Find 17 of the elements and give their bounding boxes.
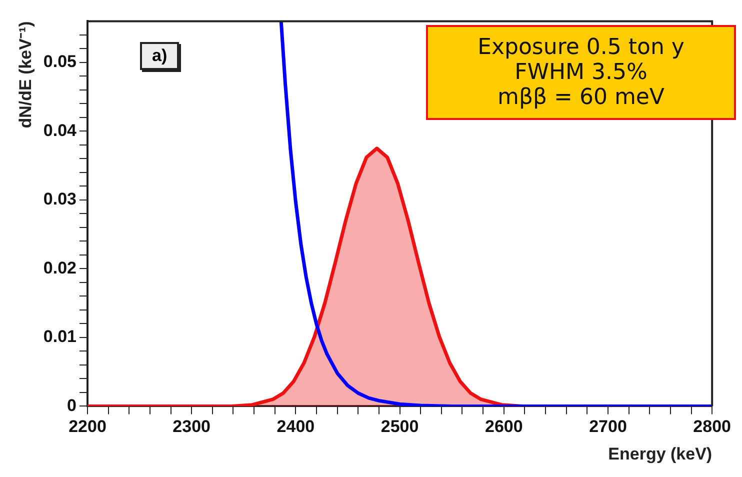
- x-tick-label: 2700: [589, 417, 627, 436]
- y-tick-label: 0: [67, 396, 76, 415]
- y-tick-label: 0.02: [43, 258, 76, 278]
- y-tick-label: 0.05: [43, 52, 76, 72]
- y-tick-label: 0.03: [43, 190, 76, 209]
- y-tick-label: 0.01: [43, 327, 76, 346]
- x-tick-label: 2300: [172, 417, 210, 436]
- x-tick-label: 2800: [693, 417, 732, 436]
- x-tick-label: 2500: [380, 417, 419, 436]
- y-axis-title: dN/dE (keV⁻¹): [16, 21, 35, 128]
- x-tick-label: 2200: [68, 417, 106, 436]
- note-box: Exposure 0.5 ton y FWHM 3.5% mββ = 60 meV: [426, 25, 736, 120]
- y-tick-label: 0.04: [43, 120, 78, 140]
- x-tick-label: 2600: [484, 417, 523, 436]
- x-tick-label: 2400: [276, 417, 315, 436]
- x-axis-title: Energy (keV): [608, 444, 712, 464]
- note-box: a): [140, 42, 180, 70]
